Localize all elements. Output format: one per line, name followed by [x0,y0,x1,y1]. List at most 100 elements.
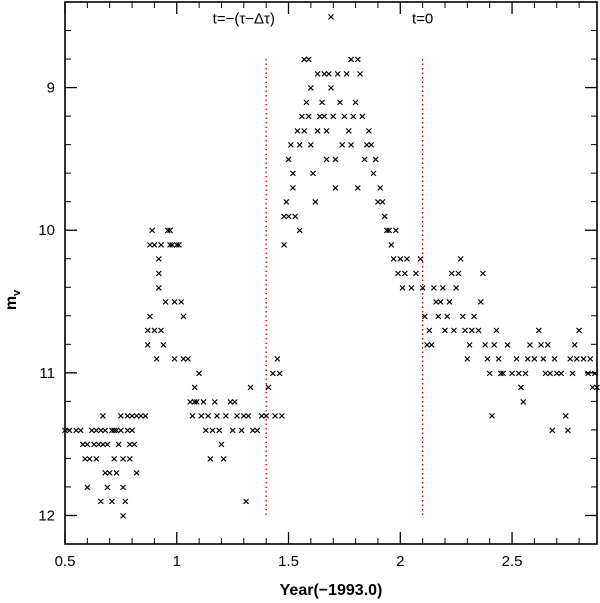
data-point: × [155,283,163,294]
data-point: × [470,311,478,322]
data-point: × [349,112,357,123]
data-point: × [340,112,348,123]
data-point: × [367,140,375,151]
data-point: × [430,283,438,294]
data-point: × [564,425,572,436]
data-point: × [146,311,154,322]
svg-text:mv: mv [3,289,23,310]
data-point: × [441,326,449,337]
data-point: × [110,454,118,465]
data-point: × [199,397,207,408]
data-point: × [372,154,380,165]
data-point: × [273,354,281,365]
data-point: × [369,169,377,180]
data-point: × [445,297,453,308]
x-axis-label: Year(−1993.0) [280,582,383,599]
data-point: × [103,440,111,451]
data-point: × [568,368,576,379]
data-point: × [387,240,395,251]
data-point: × [483,354,491,365]
data-point: × [492,326,500,337]
data-point: × [103,482,111,493]
data-point: × [535,326,543,337]
data-point: × [499,368,507,379]
data-point: × [282,197,290,208]
data-point: × [336,97,344,108]
data-point: × [392,226,400,237]
data-point: × [544,340,552,351]
data-point: × [114,440,122,451]
x-tick-label: 1 [173,553,181,570]
data-point: × [322,126,330,137]
annotation-2: t=0 [412,10,433,27]
data-point: × [425,326,433,337]
data-point: × [347,140,355,151]
data-point: × [231,397,239,408]
data-point: × [519,397,527,408]
data-point: × [436,297,444,308]
data-point: × [304,112,312,123]
data-point: × [128,425,136,436]
data-point: × [490,340,498,351]
data-point: × [450,326,458,337]
data-point: × [76,425,84,436]
data-point: × [121,497,129,508]
data-point: × [296,140,304,151]
y-tick-label: 10 [38,222,55,239]
data-point: × [512,354,520,365]
data-point: × [465,340,473,351]
data-point: × [320,112,328,123]
data-point: × [434,311,442,322]
data-point: × [416,254,424,265]
data-point: × [242,497,250,508]
data-point: × [376,183,384,194]
y-tick-label: 11 [39,365,55,382]
data-point: × [179,311,187,322]
data-point: × [360,154,368,165]
x-axis-ticks: 0.5 1 1.5 2 2.5 [55,2,580,570]
data-point: × [477,297,485,308]
data-point: × [474,326,482,337]
data-point: × [280,240,288,251]
data-point: × [354,55,362,66]
data-point: × [313,126,321,137]
data-point: × [141,411,149,422]
data-point: × [338,140,346,151]
data-point: × [152,354,160,365]
data-point: × [119,482,127,493]
data-point: × [481,340,489,351]
data-point: × [320,69,328,80]
data-point: × [304,55,312,66]
data-point: × [452,283,460,294]
data-point: × [296,226,304,237]
data-point: × [278,411,286,422]
data-point: × [494,354,502,365]
data-point: × [586,354,594,365]
data-point: × [358,112,366,123]
data-point: × [439,283,447,294]
data-point: × [159,340,167,351]
data-point: × [421,311,429,322]
data-point: × [215,425,223,436]
data-point: × [222,411,230,422]
data-point: × [459,311,467,322]
data-point: × [253,425,261,436]
data-point: × [157,326,165,337]
data-point: × [217,440,225,451]
data-point: × [220,454,228,465]
data-point: × [378,197,386,208]
data-point: × [130,440,138,451]
data-point: × [530,354,538,365]
data-point: × [161,297,169,308]
data-point: × [284,154,292,165]
data-point: × [307,140,315,151]
data-point: × [503,340,511,351]
data-point: × [108,497,116,508]
data-point: × [155,269,163,280]
data-point: × [83,482,91,493]
data-point: × [327,12,335,23]
data-point: × [99,411,107,422]
data-point: × [557,368,565,379]
data-point: × [521,368,529,379]
